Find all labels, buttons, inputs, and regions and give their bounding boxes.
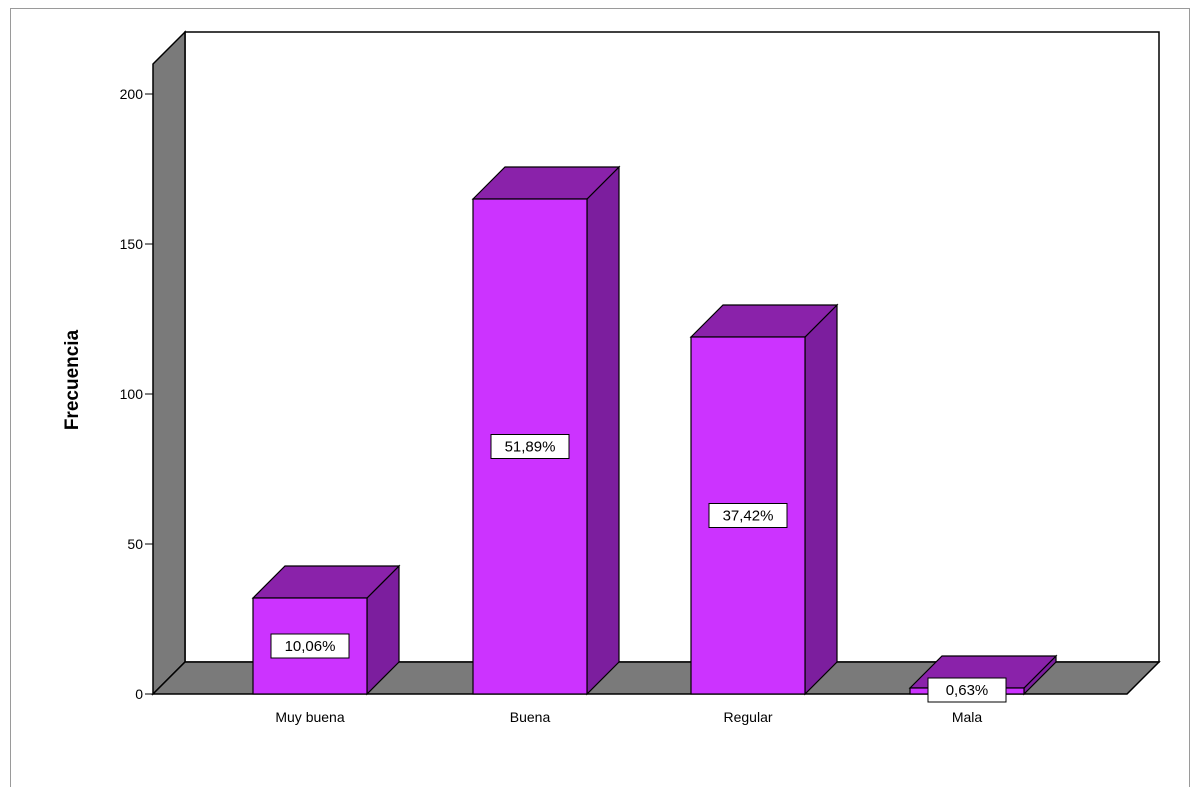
y-tick-label: 50 <box>127 536 143 552</box>
x-axis: Muy buena Buena Regular Mala <box>275 709 982 725</box>
bar: 10,06% <box>251 564 401 696</box>
data-label-box <box>927 677 1007 703</box>
bar: 51,89% <box>471 165 621 696</box>
bar-side <box>804 303 838 696</box>
x-tick-label: Regular <box>723 709 772 725</box>
chart-frame <box>10 8 1190 787</box>
left-wall <box>152 30 186 696</box>
y-tick-label: 200 <box>120 86 144 102</box>
bar: 37,42% <box>689 303 839 696</box>
data-label-box <box>270 633 350 659</box>
chart-walls <box>151 30 1161 696</box>
x-tick-label: Mala <box>952 709 983 725</box>
bar: 0,63% <box>908 654 1058 703</box>
x-tick-label: Muy buena <box>275 709 344 725</box>
x-tick-label: Buena <box>510 709 551 725</box>
data-label: 10,06% <box>285 638 336 655</box>
y-axis: 0 50 100 150 200 <box>120 86 153 702</box>
data-label: 0,63% <box>946 682 989 699</box>
y-axis-label: Frecuencia <box>62 329 83 430</box>
y-tick-label: 150 <box>120 236 144 252</box>
bars: 10,06% 51,89% 37,42% 0,63% <box>251 165 1058 703</box>
data-label: 51,89% <box>505 439 556 456</box>
bar-side <box>586 165 620 696</box>
y-tick-label: 100 <box>120 386 144 402</box>
data-label-box <box>490 434 570 459</box>
y-tick-label: 0 <box>135 686 143 702</box>
data-label-box <box>708 503 788 528</box>
data-label: 37,42% <box>723 508 774 525</box>
